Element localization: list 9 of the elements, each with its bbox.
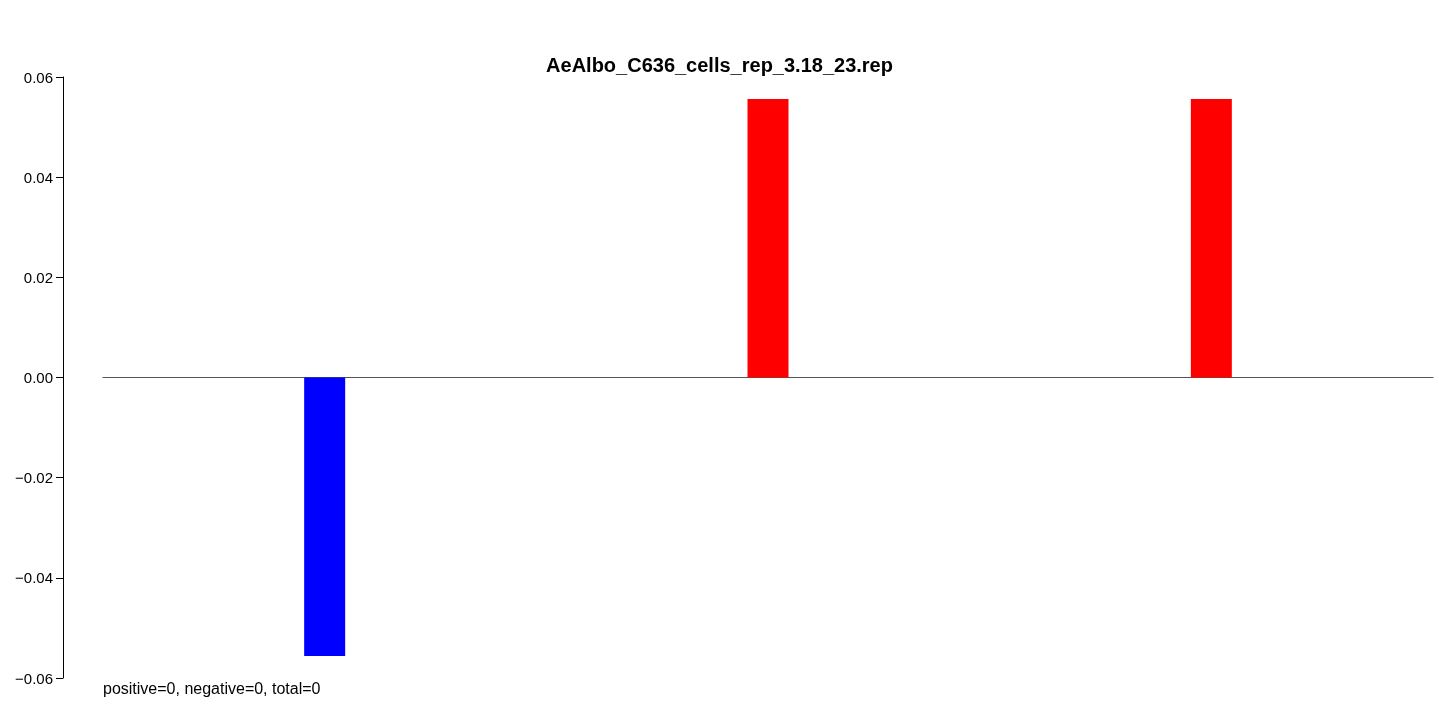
- y-tick-label: −0.02: [15, 469, 53, 487]
- text: positive=0, negative=0, total=0: [103, 679, 321, 697]
- y-tick-label: 0.04: [23, 168, 53, 186]
- y-tick-label: 0.06: [23, 68, 53, 86]
- chart-title: AeAlbo_C636_cells_rep_3.18_23.rep: [546, 54, 893, 76]
- y-tick-label: −0.06: [15, 669, 53, 687]
- y-tick-label: 0.00: [23, 369, 53, 386]
- y-tick-label: 0.02: [23, 268, 53, 286]
- y-tick-label: −0.04: [15, 569, 53, 587]
